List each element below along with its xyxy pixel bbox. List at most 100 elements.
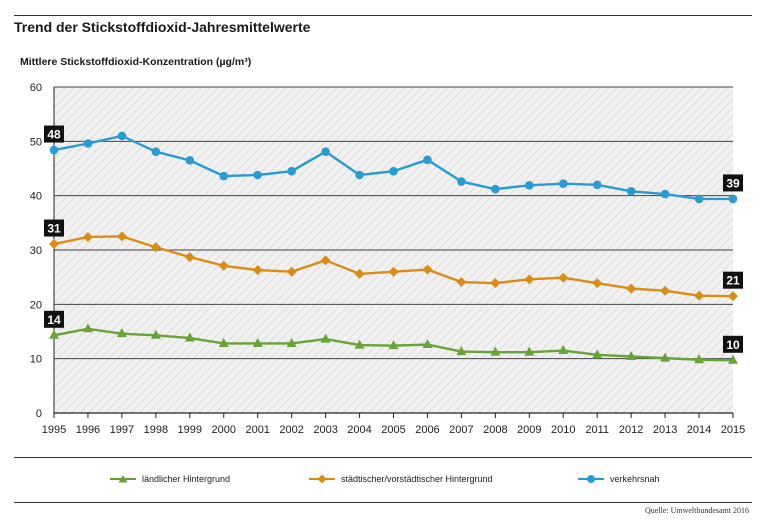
data-point xyxy=(592,180,602,190)
data-point xyxy=(626,187,636,196)
value-badge xyxy=(723,271,743,289)
data-point xyxy=(82,231,93,242)
data-point xyxy=(490,278,501,289)
data-point xyxy=(456,346,467,356)
chart-title: Trend der Stickstoffdioxid-Jahresmittelw… xyxy=(14,19,311,35)
data-point xyxy=(728,354,738,364)
data-label: 14 xyxy=(47,313,61,327)
data-point xyxy=(457,177,466,186)
data-point xyxy=(422,264,433,275)
x-tick-label: 2000 xyxy=(212,424,236,436)
x-tick-label: 2015 xyxy=(721,424,745,436)
x-tick-label: 1999 xyxy=(178,424,202,436)
y-tick-label: 20 xyxy=(30,299,42,311)
data-point xyxy=(82,323,93,333)
x-tick-label: 2004 xyxy=(347,424,371,436)
series-2 xyxy=(49,131,738,204)
bottom-rule xyxy=(14,502,752,503)
data-point xyxy=(117,131,127,141)
y-tick-label: 10 xyxy=(30,354,42,366)
data-point xyxy=(592,349,603,359)
data-point xyxy=(83,139,93,148)
data-point xyxy=(116,231,127,242)
data-point xyxy=(524,346,535,356)
data-point xyxy=(660,189,670,199)
data-point xyxy=(218,337,229,347)
data-point xyxy=(354,268,365,279)
y-tick-label: 60 xyxy=(30,82,42,94)
data-point xyxy=(49,145,59,155)
value-badge xyxy=(44,125,64,143)
x-tick-label: 1998 xyxy=(144,424,168,436)
legend-item-staedtisch: städtischer/vorstädtischer Hintergrund xyxy=(309,470,493,488)
data-point xyxy=(151,147,161,156)
data-point xyxy=(422,339,433,349)
data-point xyxy=(660,352,671,362)
value-badge xyxy=(44,219,64,237)
data-point xyxy=(694,354,705,364)
data-point xyxy=(252,265,263,276)
data-point xyxy=(184,252,195,263)
data-point xyxy=(389,166,398,176)
x-tick-label: 2009 xyxy=(517,424,541,436)
value-badge xyxy=(723,174,743,192)
series-0 xyxy=(49,323,738,364)
x-tick-label: 2012 xyxy=(619,424,643,436)
y-tick-label: 50 xyxy=(30,136,42,148)
data-point xyxy=(355,170,364,180)
x-tick-label: 2014 xyxy=(687,424,711,436)
data-point xyxy=(252,337,263,347)
data-point xyxy=(185,156,195,165)
x-tick-label: 1997 xyxy=(110,424,134,436)
data-point xyxy=(592,278,603,289)
data-point xyxy=(287,166,296,176)
x-tick-label: 2010 xyxy=(551,424,575,436)
y-tick-label: 0 xyxy=(36,408,42,420)
x-tick-label: 2008 xyxy=(483,424,507,436)
data-point xyxy=(218,260,229,271)
data-point xyxy=(558,179,568,189)
data-point xyxy=(320,333,331,343)
data-label: 31 xyxy=(47,222,61,236)
data-label: 39 xyxy=(726,176,740,190)
legend-marker-circle xyxy=(578,475,604,483)
legend-top-rule xyxy=(14,457,752,458)
data-point xyxy=(388,266,399,277)
data-point xyxy=(423,155,432,165)
x-tick-label: 2013 xyxy=(653,424,677,436)
data-point xyxy=(286,337,297,347)
value-badge xyxy=(44,310,64,328)
source-note: Quelle: Umweltbundesamt 2016 xyxy=(645,506,749,515)
top-rule xyxy=(14,15,752,16)
data-label: 21 xyxy=(726,274,740,288)
data-point xyxy=(320,255,331,266)
data-point xyxy=(49,239,59,250)
data-point xyxy=(116,328,127,338)
data-point xyxy=(490,346,501,356)
data-point xyxy=(491,184,500,194)
data-point xyxy=(728,194,738,204)
data-point xyxy=(694,194,704,204)
data-point xyxy=(219,171,229,181)
x-tick-label: 2006 xyxy=(415,424,439,436)
data-point xyxy=(354,339,365,349)
y-tick-label: 30 xyxy=(30,245,42,257)
data-point xyxy=(49,329,59,339)
data-point xyxy=(253,170,262,180)
data-point xyxy=(525,181,534,190)
x-tick-label: 2007 xyxy=(449,424,473,436)
data-point xyxy=(626,283,637,294)
series-1 xyxy=(49,231,738,302)
legend-marker-triangle xyxy=(110,475,136,483)
data-point xyxy=(558,272,569,283)
data-point xyxy=(728,291,738,302)
x-tick-label: 2005 xyxy=(381,424,405,436)
legend-label: verkehrsnah xyxy=(610,474,660,484)
data-point xyxy=(524,274,535,285)
x-tick-label: 2003 xyxy=(313,424,337,436)
line-chart: 0 10 20 30 40 50 60 1995 1996 1997 1998 1999 2000 200… xyxy=(30,82,745,436)
data-point xyxy=(184,332,195,342)
data-point xyxy=(150,242,161,253)
data-label: 10 xyxy=(726,338,740,352)
data-point xyxy=(626,350,637,360)
